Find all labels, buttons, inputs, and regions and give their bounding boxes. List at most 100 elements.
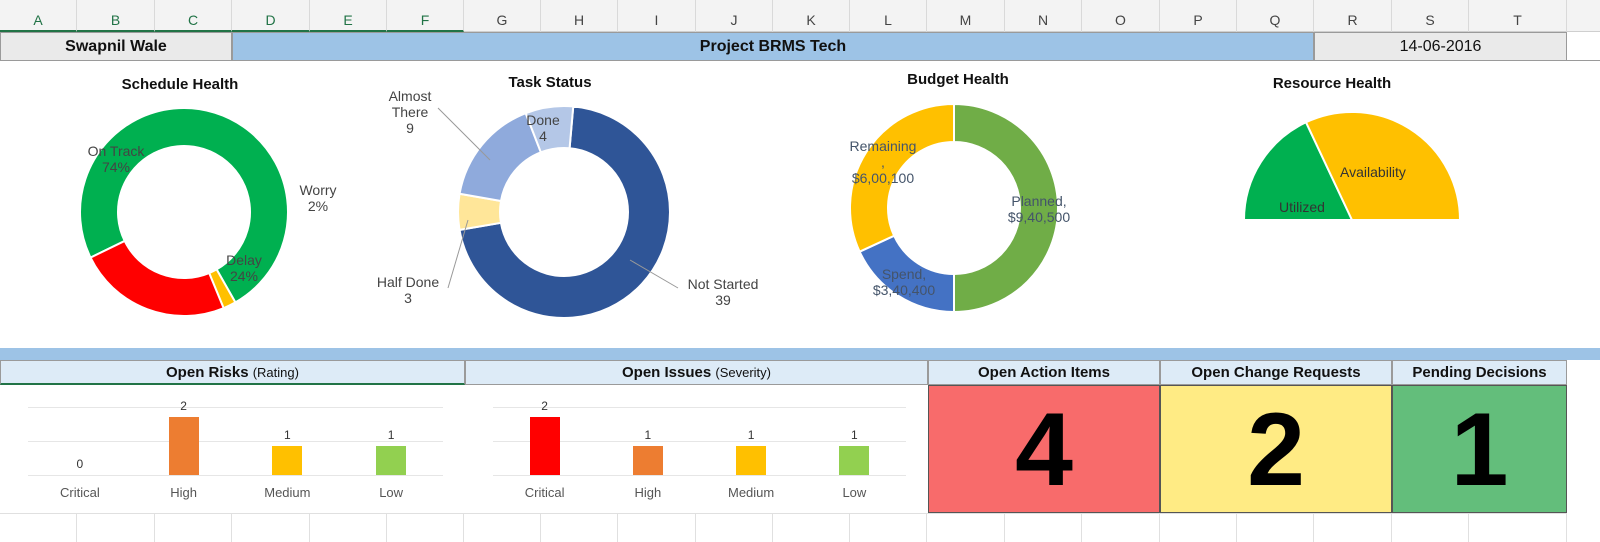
- issues-category-label: Critical: [524, 485, 565, 500]
- column-header-k[interactable]: K: [773, 0, 850, 32]
- column-header-e[interactable]: E: [310, 0, 387, 32]
- column-header-s[interactable]: S: [1392, 0, 1469, 32]
- issues-bar-low[interactable]: [839, 446, 870, 475]
- grid-cell[interactable]: [1314, 513, 1392, 542]
- open-change-requests-count[interactable]: 2: [1160, 385, 1392, 513]
- open-risks-chart[interactable]: 0 Critical 2 High 1 Medium 1 Low: [0, 385, 465, 513]
- column-header-q[interactable]: Q: [1237, 0, 1314, 32]
- owner-cell[interactable]: Swapnil Wale: [0, 32, 232, 61]
- gridline: [28, 475, 443, 476]
- not-started-slice[interactable]: [458, 105, 671, 319]
- project-title-cell[interactable]: Project BRMS Tech: [232, 32, 1314, 61]
- open-action-items-count[interactable]: 4: [928, 385, 1160, 513]
- grid-cell[interactable]: [77, 513, 155, 542]
- column-header-t[interactable]: T: [1469, 0, 1567, 32]
- risks-category-label: Critical: [60, 485, 100, 500]
- grid-cell[interactable]: [850, 513, 927, 542]
- column-header-r[interactable]: R: [1314, 0, 1392, 32]
- delay-slice[interactable]: [89, 239, 225, 317]
- grid-cell[interactable]: [927, 513, 1005, 542]
- open-risks-title: Open Risks: [166, 364, 249, 381]
- grid-cell[interactable]: [155, 513, 232, 542]
- risks-category-label: Low: [379, 485, 404, 500]
- gridline: [493, 441, 906, 442]
- resource-health-chart[interactable]: [1240, 108, 1470, 228]
- risks-bar-high[interactable]: [168, 417, 199, 475]
- done-slice[interactable]: [524, 105, 575, 154]
- column-header-c[interactable]: C: [155, 0, 232, 32]
- column-header-m[interactable]: M: [927, 0, 1005, 32]
- open-issues-header[interactable]: Open Issues (Severity): [465, 360, 928, 385]
- issues-bar-medium[interactable]: [736, 446, 767, 475]
- column-header-b[interactable]: B: [77, 0, 155, 32]
- grid-cell[interactable]: [464, 513, 541, 542]
- issues-bar-critical[interactable]: [529, 417, 560, 475]
- grid-cell[interactable]: [1005, 513, 1082, 542]
- planned-slice[interactable]: [953, 102, 1059, 314]
- availability-slice[interactable]: [1304, 111, 1462, 221]
- risks-bar-low[interactable]: [376, 446, 407, 475]
- resource-health-title: Resource Health: [1272, 75, 1392, 92]
- risks-value-label: 1: [387, 428, 395, 442]
- task-status-leader-lines: [437, 107, 679, 289]
- issues-bar-high[interactable]: [632, 446, 663, 475]
- issues-category-label: Low: [842, 485, 867, 500]
- grid-cell[interactable]: [773, 513, 850, 542]
- open-issues-chart[interactable]: 2 Critical 1 High 1 Medium 1 Low: [465, 385, 928, 513]
- column-header-l[interactable]: L: [850, 0, 927, 32]
- column-header-p[interactable]: P: [1160, 0, 1237, 32]
- column-header-a[interactable]: A: [0, 0, 77, 32]
- risks-value-label: 2: [180, 399, 187, 413]
- grid-cell[interactable]: [1082, 513, 1160, 542]
- grid-cell[interactable]: [0, 513, 77, 542]
- open-risks-header[interactable]: Open Risks (Rating): [0, 360, 465, 385]
- issues-category-label: High: [634, 485, 662, 500]
- column-header-h[interactable]: H: [541, 0, 618, 32]
- remaining-slice[interactable]: [849, 102, 955, 254]
- gridline: [28, 441, 443, 442]
- grid-cell[interactable]: [387, 513, 464, 542]
- date-cell[interactable]: 14-06-2016: [1314, 32, 1567, 61]
- worry-label: Worry 2%: [299, 182, 337, 214]
- schedule-health-chart[interactable]: [72, 100, 296, 324]
- grid-cell[interactable]: [618, 513, 696, 542]
- column-header-g[interactable]: G: [464, 0, 541, 32]
- utilized-slice[interactable]: [1242, 120, 1354, 221]
- grid-cell[interactable]: [1469, 513, 1567, 542]
- grid-cell[interactable]: [1237, 513, 1314, 542]
- on-track-slice[interactable]: [79, 107, 289, 304]
- budget-health-chart[interactable]: [846, 100, 1062, 316]
- grid-cell[interactable]: [232, 513, 310, 542]
- pending-decisions-count[interactable]: 1: [1392, 385, 1567, 513]
- budget-health-title: Budget Health: [907, 71, 1009, 88]
- issues-value-label: 1: [644, 428, 652, 442]
- grid-cell[interactable]: [310, 513, 387, 542]
- column-header-i[interactable]: I: [618, 0, 696, 32]
- grid-cell[interactable]: [1392, 513, 1469, 542]
- almost-there-label: Almost There 9: [388, 88, 432, 136]
- task-status-chart[interactable]: [452, 100, 676, 324]
- pending-decisions-header[interactable]: Pending Decisions: [1392, 360, 1567, 385]
- on-track-label: On Track 74%: [87, 143, 145, 175]
- open-change-requests-header[interactable]: Open Change Requests: [1160, 360, 1392, 385]
- gridline: [28, 407, 443, 408]
- spend-label: Spend, $3,40,400: [872, 266, 936, 298]
- column-header-o[interactable]: O: [1082, 0, 1160, 32]
- half-done-label: Half Done 3: [376, 274, 440, 306]
- empty-cell: [1567, 32, 1600, 61]
- column-header-f[interactable]: F: [387, 0, 464, 32]
- issues-value-label: 1: [851, 428, 858, 442]
- risks-category-label: Medium: [264, 485, 311, 500]
- section-separator: [0, 348, 1600, 360]
- planned-label: Planned, $9,40,500: [1007, 193, 1071, 225]
- column-header-j[interactable]: J: [696, 0, 773, 32]
- grid-cell[interactable]: [1160, 513, 1237, 542]
- open-action-items-header[interactable]: Open Action Items: [928, 360, 1160, 385]
- grid-cell[interactable]: [541, 513, 618, 542]
- grid-cell[interactable]: [696, 513, 773, 542]
- risks-bar-medium[interactable]: [272, 446, 303, 475]
- column-header-n[interactable]: N: [1005, 0, 1082, 32]
- open-issues-sub: (Severity): [715, 365, 771, 380]
- column-header-d[interactable]: D: [232, 0, 310, 32]
